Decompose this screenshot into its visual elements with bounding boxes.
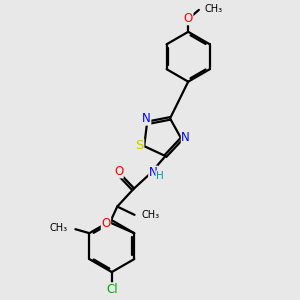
Text: O: O: [114, 165, 123, 178]
Text: N: N: [142, 112, 151, 125]
Text: O: O: [101, 217, 111, 230]
Text: S: S: [135, 139, 144, 152]
Text: CH₃: CH₃: [142, 210, 160, 220]
Text: Cl: Cl: [106, 283, 118, 296]
Text: CH₃: CH₃: [205, 4, 223, 14]
Text: O: O: [184, 12, 193, 25]
Text: CH₃: CH₃: [50, 223, 68, 233]
Text: H: H: [156, 171, 164, 181]
Text: N: N: [149, 166, 158, 179]
Text: N: N: [182, 131, 190, 144]
